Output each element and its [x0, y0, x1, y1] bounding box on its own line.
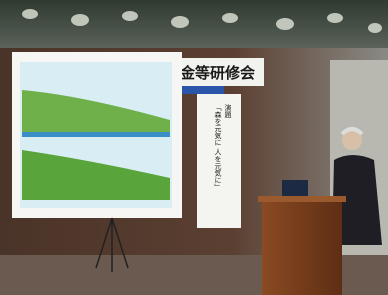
laptop [282, 180, 308, 198]
banner-title: 金等研修会 [179, 64, 255, 82]
sign-line: 「森を元気に 人を元気に」 [214, 104, 222, 190]
banner-strip [178, 86, 224, 94]
slide-water [22, 132, 170, 137]
ceiling [0, 0, 388, 48]
podium [262, 198, 342, 295]
podium-top [258, 196, 346, 202]
scene: 金等研修会 演題 「森を元気に 人を元気に」 [0, 0, 388, 295]
sign-line: 演題 [224, 103, 232, 119]
page: 金等研修会 演題 「森を元気に 人を元気に」 (() => { const da… [0, 0, 388, 295]
